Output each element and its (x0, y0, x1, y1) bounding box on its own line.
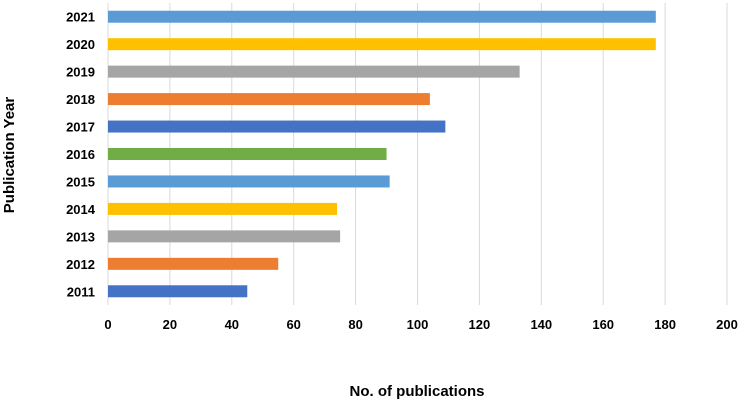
x-tick-label: 120 (469, 317, 491, 332)
y-tick-label: 2015 (66, 174, 95, 189)
y-tick-label: 2014 (66, 202, 96, 217)
y-tick-label: 2021 (66, 10, 95, 25)
y-axis-tick-labels: 2011 2012 2013 2014 2015 2016 2017 2018 2019 2020… (66, 10, 96, 300)
y-tick-label: 2018 (66, 92, 95, 107)
bars (108, 10, 656, 298)
x-tick-label: 140 (530, 317, 552, 332)
x-axis-tick-labels: 0 20 40 60 80 100 120 140 160 180 200 (104, 317, 737, 332)
x-tick-label: 40 (225, 317, 239, 332)
x-tick-label: 20 (163, 317, 177, 332)
y-tick-label: 2016 (66, 147, 95, 162)
y-tick-label: 2019 (66, 65, 95, 80)
bar-2018 (108, 93, 430, 106)
x-tick-label: 160 (592, 317, 614, 332)
x-tick-label: 200 (716, 317, 738, 332)
y-tick-label: 2020 (66, 37, 95, 52)
y-axis-title: Publication Year (1, 97, 18, 214)
x-tick-label: 100 (407, 317, 429, 332)
y-tick-label: 2012 (66, 257, 95, 272)
bar-2016 (108, 148, 387, 160)
bar-2019 (108, 65, 520, 78)
bar-2011 (108, 285, 248, 298)
bar-2012 (108, 257, 279, 270)
x-tick-label: 80 (348, 317, 362, 332)
bar-2014 (108, 202, 338, 215)
bar-2013 (108, 230, 341, 243)
bar-2020 (108, 38, 656, 51)
bar-2021 (108, 10, 656, 23)
x-tick-label: 0 (104, 317, 111, 332)
bar-2017 (108, 120, 446, 133)
y-tick-label: 2011 (67, 284, 95, 299)
x-axis-title: No. of publications (350, 383, 485, 400)
bar-2015 (108, 175, 390, 188)
y-tick-label: 2017 (66, 120, 95, 135)
x-tick-label: 60 (286, 317, 300, 332)
x-tick-label: 180 (654, 317, 676, 332)
y-tick-label: 2013 (66, 229, 95, 244)
